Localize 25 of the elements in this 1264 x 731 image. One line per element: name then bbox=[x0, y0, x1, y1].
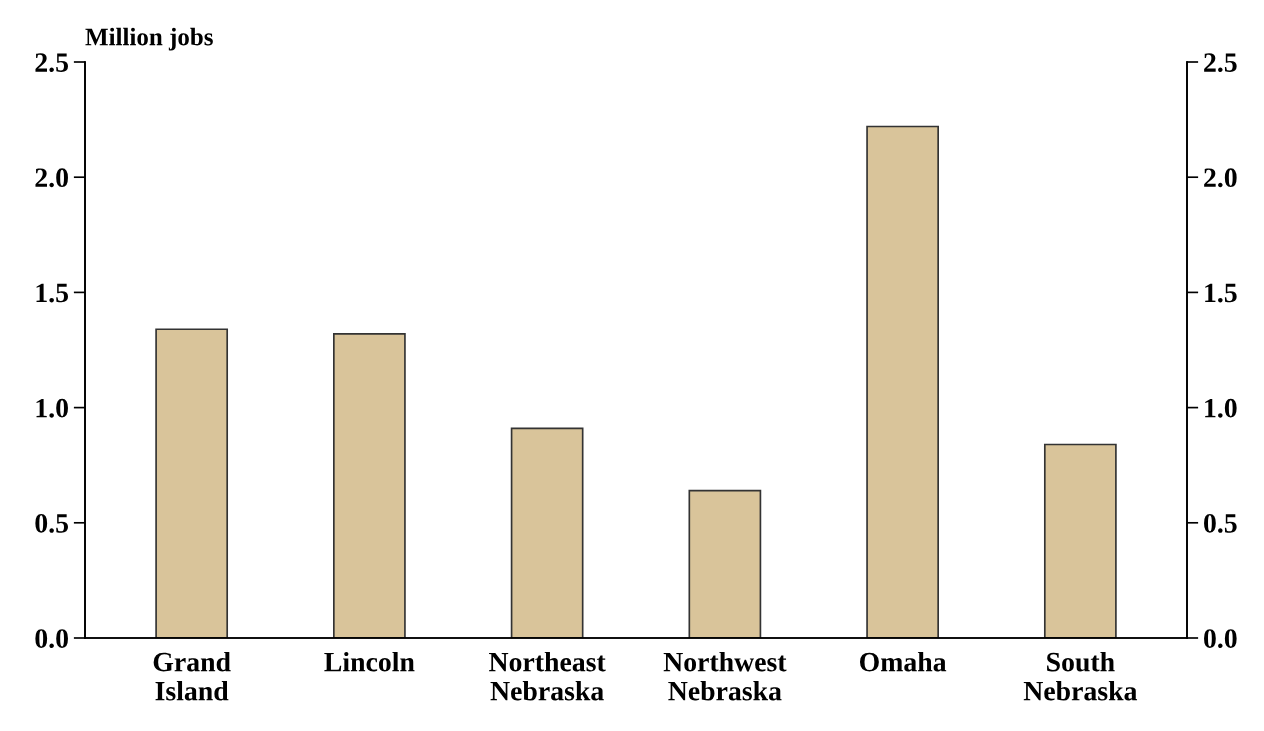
y-tick-label: 1.0 bbox=[36, 398, 68, 418]
y2-tick-label: 1.5 bbox=[1205, 283, 1237, 303]
bar bbox=[1043, 443, 1117, 638]
y2-tick-label: 2.5 bbox=[1204, 53, 1237, 73]
x-tick-label: Lincoln bbox=[324, 651, 415, 672]
bar bbox=[866, 125, 939, 638]
y2-tick-label: 1.0 bbox=[1205, 398, 1237, 418]
y-tick-label: 2.0 bbox=[35, 168, 68, 188]
y2-tick-label: 0.5 bbox=[1204, 513, 1237, 533]
y-tick-label: 2.5 bbox=[35, 53, 69, 73]
bar bbox=[510, 427, 584, 638]
x-tick-label: Grand Island bbox=[153, 651, 231, 701]
y-tick-label: 0.5 bbox=[35, 513, 69, 533]
y-tick-label: 0.0 bbox=[35, 629, 68, 649]
bar bbox=[688, 489, 762, 638]
y2-tick-label: 0.0 bbox=[1204, 629, 1237, 649]
y2-tick-label: 2.0 bbox=[1204, 168, 1237, 188]
bar bbox=[333, 333, 406, 638]
x-tick-label: Northeast Nebraska bbox=[489, 651, 606, 701]
x-tick-label: South Nebraska bbox=[1023, 651, 1138, 701]
y-axis-title: Million jobs bbox=[85, 27, 213, 51]
bar bbox=[155, 328, 229, 638]
y-tick-label: 1.5 bbox=[36, 283, 69, 303]
x-tick-label: Northwest Nebraska bbox=[663, 651, 787, 701]
x-tick-label: Omaha bbox=[859, 651, 947, 672]
